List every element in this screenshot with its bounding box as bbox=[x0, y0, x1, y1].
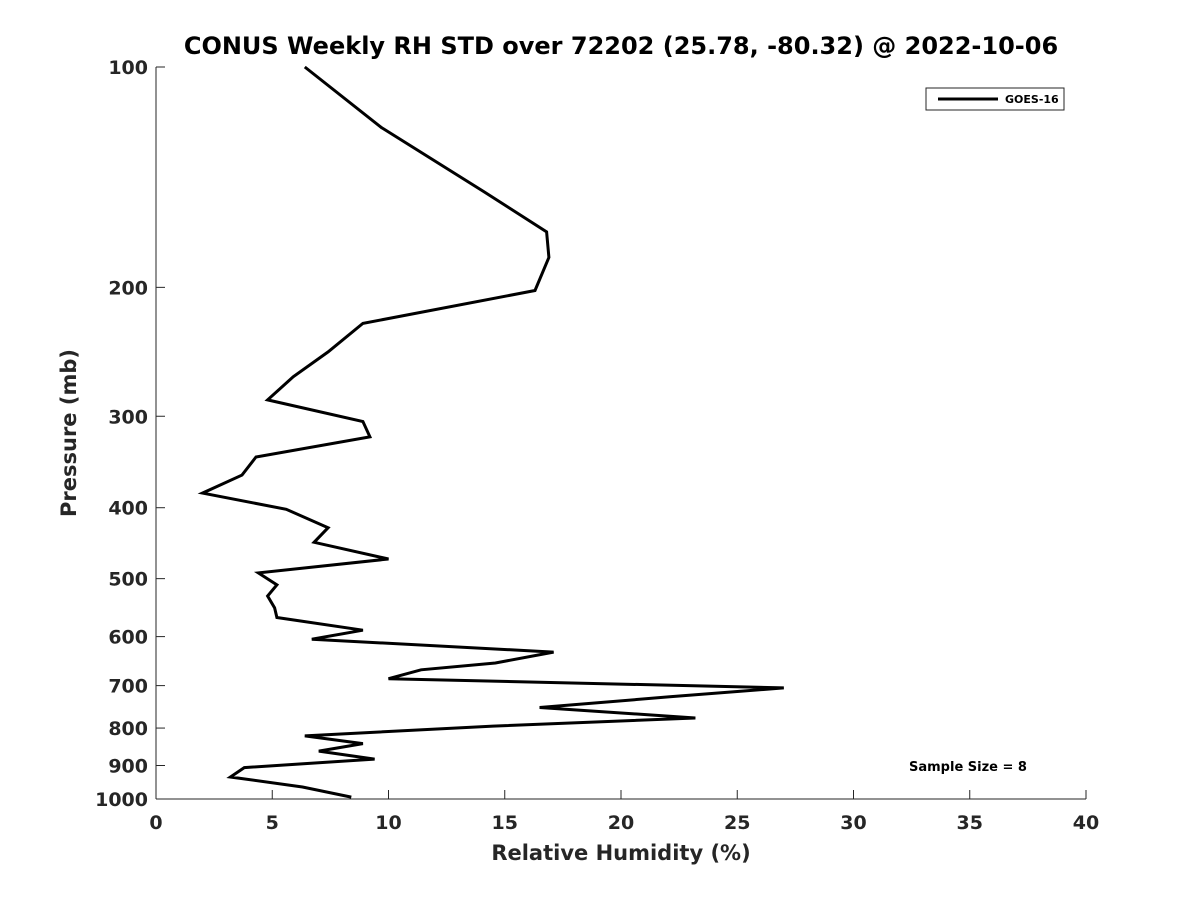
legend: GOES-16 bbox=[925, 87, 1065, 111]
plot-area bbox=[156, 67, 1086, 799]
y-tick-label: 900 bbox=[108, 756, 148, 778]
x-axis: 0 5 10 15 20 25 30 35 40 bbox=[149, 790, 1099, 834]
series-layer bbox=[197, 65, 784, 799]
sample-size-annotation: Sample Size = 8 bbox=[909, 760, 1027, 775]
y-tick-label: 400 bbox=[108, 498, 148, 520]
x-tick-label: 10 bbox=[375, 812, 401, 834]
x-tick-label: 20 bbox=[608, 812, 634, 834]
y-axis-label: Pressure (mb) bbox=[57, 349, 81, 517]
y-tick-label: 800 bbox=[108, 718, 148, 740]
x-tick-label: 0 bbox=[149, 812, 162, 834]
y-tick-label: 300 bbox=[108, 406, 148, 428]
x-tick-label: 5 bbox=[266, 812, 279, 834]
x-tick-label: 15 bbox=[492, 812, 518, 834]
x-tick-label: 30 bbox=[840, 812, 866, 834]
y-tick-label: 200 bbox=[108, 277, 148, 299]
y-tick-label: 500 bbox=[108, 569, 148, 591]
y-tick-label: 100 bbox=[108, 57, 148, 79]
y-tick-label: 700 bbox=[108, 676, 148, 698]
x-axis-label: Relative Humidity (%) bbox=[491, 841, 750, 865]
series-line-goes-16 bbox=[197, 65, 784, 799]
y-axis: 100 200 300 400 500 600 700 800 900 1000 bbox=[95, 57, 165, 811]
chart-title: CONUS Weekly RH STD over 72202 (25.78, -… bbox=[184, 32, 1058, 60]
y-tick-label: 600 bbox=[108, 627, 148, 649]
x-tick-label: 40 bbox=[1073, 812, 1099, 834]
x-tick-label: 35 bbox=[957, 812, 983, 834]
y-tick-label: 1000 bbox=[95, 789, 148, 811]
legend-label-goes-16: GOES-16 bbox=[1005, 93, 1059, 106]
x-tick-label: 25 bbox=[724, 812, 750, 834]
